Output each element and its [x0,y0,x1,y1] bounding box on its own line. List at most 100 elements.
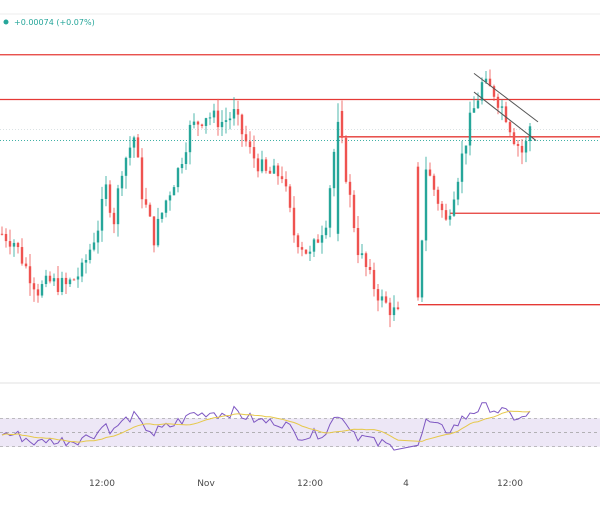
time-axis: 12:00 Nov 12:00 4 12:00 [89,479,523,489]
candle-body [268,170,272,174]
candle-body [336,121,340,234]
candle-body [64,277,68,285]
candle-body [436,189,440,204]
candle-body [504,106,508,123]
candle-body [496,96,500,108]
candle-body [444,210,448,220]
candle-body [172,187,176,196]
candle-body [20,247,24,264]
candle-body [224,120,228,122]
candle-body [164,200,168,213]
candle-body [272,165,276,174]
candle-body [36,289,40,296]
candle-body [320,235,324,243]
candle-body [332,151,336,189]
candle-body [492,86,496,97]
candle-body [348,181,352,195]
candle-body [120,175,124,189]
candle-body [56,278,60,292]
candle-body [32,283,36,290]
candle-body [160,212,164,219]
candle-body [284,179,288,187]
status-dot-icon [3,19,9,25]
candle-body [352,194,356,229]
candle-body [104,184,108,199]
candle-body [144,199,148,205]
candle-body [148,204,152,217]
x-tick-label: 4 [403,479,409,489]
candle-body [388,302,392,316]
candle-body [312,239,316,252]
candle-body [248,141,252,148]
candle-body [240,114,244,135]
candle-body [16,242,20,248]
descending-channel [473,73,539,141]
candle-body [124,157,128,176]
candle-body [0,233,4,235]
candle-body [280,176,284,180]
candle-body [468,112,472,146]
candle-body [360,253,364,256]
candle-body [264,159,268,171]
candle-body [476,100,480,109]
candle-body [60,277,64,292]
candle-body [484,78,488,83]
candle-body [52,278,56,282]
candle-body [420,240,424,298]
candle-body [428,169,432,176]
candle-body [372,269,376,290]
candle-body [448,215,452,220]
candle-body [84,259,88,263]
candle-body [380,296,384,301]
candle-body [252,147,256,159]
candle-body [116,188,120,225]
candle-body [288,186,292,208]
candle-body [128,147,132,158]
candle-body [68,279,72,285]
candle-body [392,307,396,316]
candle-body [472,108,476,113]
candle-body [112,212,116,225]
candle-body [508,122,512,133]
candle-body [424,169,428,241]
candle-body [140,157,144,200]
candle-body [464,145,468,154]
candle-body [168,195,172,201]
x-tick-label: Nov [197,479,215,489]
candle-body [396,307,400,310]
channel-upper-line[interactable] [473,73,539,123]
candle-body [528,126,532,142]
candlesticks [0,69,532,328]
candle-body [300,247,304,250]
candle-body [216,110,220,128]
candle-body [340,110,344,138]
candle-body [416,166,420,298]
candle-body [516,144,520,146]
candle-body [184,152,188,165]
candle-body [136,137,140,158]
candle-body [296,235,300,248]
candle-body [96,230,100,243]
candle-body [500,106,504,108]
candle-body [92,242,96,250]
candle-body [244,134,248,142]
candle-body [480,82,484,101]
rsi-line [1,402,531,451]
candle-body [48,275,52,282]
candle-body [212,110,216,118]
candle-body [12,242,16,247]
candle-body [232,109,236,119]
candle-body [40,284,44,296]
candle-body [24,263,28,267]
candle-body [176,168,180,188]
candle-body [44,275,48,285]
grid [0,13,600,384]
candle-body [76,276,80,280]
x-tick-label: 12:00 [89,479,115,489]
candle-body [452,199,456,216]
channel-lower-line[interactable] [473,91,537,141]
candle-body [204,118,208,126]
price-change-text: +0.00074 (+0.07%) [14,18,95,27]
support-resistance-levels [0,54,600,306]
